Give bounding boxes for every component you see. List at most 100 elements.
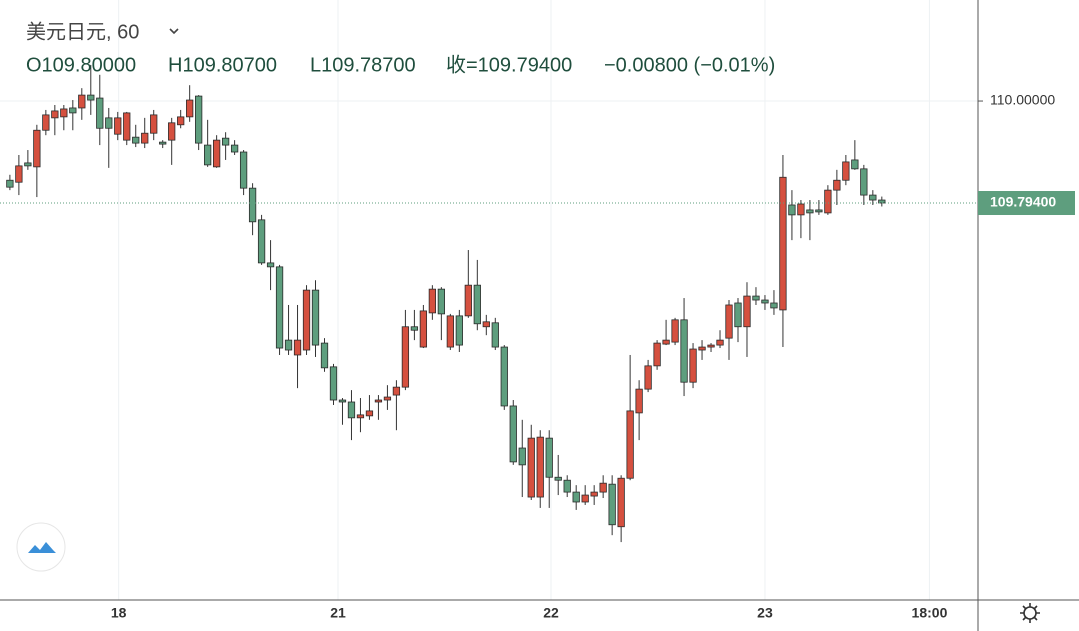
candle-body	[590, 491, 598, 497]
candle-body	[725, 304, 733, 339]
last-price-box	[978, 191, 1075, 216]
candle-body	[572, 491, 580, 503]
candle-body	[707, 344, 715, 348]
candle-body	[69, 107, 77, 114]
candle-body	[752, 295, 760, 301]
candle-body	[42, 114, 50, 131]
candle-body	[680, 319, 688, 383]
candle-body	[455, 315, 463, 346]
x-tick-label: 22	[543, 605, 559, 621]
candle-body	[761, 299, 769, 304]
candle-body	[518, 447, 526, 466]
candle-body	[266, 262, 275, 268]
candle-body	[132, 136, 140, 144]
candle-body	[239, 151, 248, 189]
candle-body	[842, 161, 850, 181]
candle-body	[770, 302, 778, 309]
candle-body	[554, 476, 562, 481]
candle-body	[419, 310, 428, 348]
last-price-label: 109.79400	[990, 194, 1056, 210]
candle-body	[168, 122, 176, 141]
candle-body	[815, 209, 823, 213]
candle-body	[851, 159, 859, 170]
candle-body	[806, 209, 814, 214]
candle-body	[159, 141, 167, 145]
candle-body	[743, 295, 751, 328]
candle-body	[87, 94, 95, 101]
candle-body	[221, 137, 230, 146]
candle-body	[833, 179, 841, 191]
candle-body	[689, 348, 697, 383]
logo[interactable]	[16, 522, 66, 572]
candle-body	[824, 189, 832, 214]
candle-body	[392, 386, 401, 396]
candle-body	[33, 129, 41, 168]
candle-body	[482, 321, 490, 328]
candle-body	[204, 144, 212, 166]
candle-body	[599, 482, 607, 493]
candle-body	[869, 194, 877, 201]
y-tick-label: 110.00000	[990, 92, 1055, 108]
candle-body	[617, 477, 625, 528]
candle-body	[788, 204, 796, 216]
chart-title[interactable]: 美元日元, 60	[26, 20, 139, 43]
candle-body	[293, 339, 302, 356]
candle-body	[644, 365, 652, 390]
candle-body	[284, 339, 293, 351]
legend-value: L109.78700	[310, 54, 416, 76]
candle-body	[446, 315, 454, 348]
candle-body	[878, 199, 886, 204]
legend-value: O109.80000	[26, 54, 136, 76]
candle-body	[212, 139, 221, 168]
x-tick-label: 18	[111, 605, 127, 621]
candle-body	[779, 176, 787, 311]
candle-body	[51, 110, 59, 119]
candle-body	[302, 289, 311, 351]
candle-body	[24, 162, 32, 167]
candle-body	[248, 187, 257, 223]
candle-body	[275, 266, 284, 349]
logo-circle	[16, 522, 66, 572]
candle-body	[464, 284, 472, 317]
candle-body	[365, 410, 374, 417]
candle-body	[347, 401, 356, 419]
candles	[6, 64, 886, 543]
candle-body	[114, 117, 122, 135]
candle-body	[635, 388, 643, 414]
candle-body	[797, 203, 805, 216]
legend-value: −0.00800 (−0.01%)	[604, 54, 775, 76]
interval-chevron[interactable]	[169, 28, 179, 35]
candle-body	[383, 396, 392, 401]
logo-mark	[28, 542, 56, 553]
candle-body	[329, 366, 338, 401]
candle-body	[96, 97, 104, 129]
candle-body	[257, 219, 266, 264]
candle-body	[491, 322, 499, 348]
candle-body	[141, 132, 149, 144]
candle-body	[356, 414, 365, 419]
candle-body	[177, 116, 185, 126]
candle-body	[123, 112, 131, 141]
candle-body	[509, 405, 517, 463]
candle-body	[500, 346, 508, 407]
settings-icon[interactable]	[1020, 603, 1040, 623]
candle-body	[734, 302, 742, 328]
candle-body	[401, 326, 410, 388]
candle-body	[105, 117, 113, 129]
x-tick-label: 18:00	[912, 605, 948, 621]
candle-body	[78, 94, 86, 109]
candle-body	[716, 339, 724, 346]
candle-body	[428, 288, 437, 314]
candle-body	[563, 479, 571, 493]
candle-body	[410, 326, 419, 331]
candle-body	[527, 437, 535, 498]
candle-body	[698, 346, 706, 351]
candle-body	[581, 494, 589, 503]
legend-value: 收=109.79400	[446, 53, 572, 76]
candle-body	[150, 114, 158, 134]
candle-body	[338, 399, 347, 403]
gear-teeth	[1020, 603, 1040, 623]
candle-body	[608, 483, 616, 526]
candle-body	[320, 342, 329, 369]
candle-body	[671, 319, 679, 343]
